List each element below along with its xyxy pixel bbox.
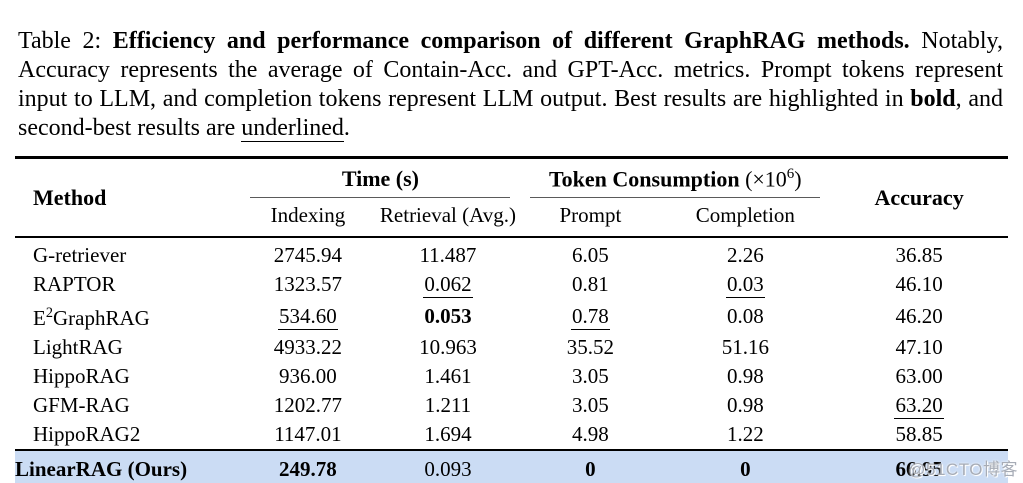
caption-bold-word: bold bbox=[910, 86, 956, 112]
col-header-retrieval: Retrieval (Avg.) bbox=[379, 203, 516, 228]
caption-end: . bbox=[343, 115, 350, 141]
value-cell: 36.85 bbox=[895, 243, 943, 268]
value-cell: 0.81 bbox=[572, 272, 609, 297]
col-group-time: Time (s) bbox=[240, 158, 520, 199]
token-group-exponent: 6 bbox=[786, 166, 795, 182]
table-caption: Table 2: Efficiency and performance comp… bbox=[18, 27, 1003, 143]
value-cell: 0 bbox=[585, 456, 596, 481]
value-cell: 4.98 bbox=[572, 422, 609, 447]
method-cell: G-retriever bbox=[33, 243, 127, 268]
value-cell: 1.461 bbox=[424, 364, 472, 389]
value-cell: 51.16 bbox=[721, 335, 769, 360]
col-header-indexing: Indexing bbox=[270, 203, 346, 228]
value-cell: 936.00 bbox=[279, 364, 337, 389]
value-cell: 1147.01 bbox=[274, 422, 342, 447]
value-cell: 10.963 bbox=[419, 335, 477, 360]
token-group-label: Token Consumption bbox=[549, 166, 740, 192]
table-row: G-retriever 2745.94 11.487 6.05 2.26 36.85 bbox=[15, 237, 1008, 270]
value-cell: 1323.57 bbox=[273, 272, 343, 297]
value-cell: 4933.22 bbox=[273, 335, 343, 360]
method-cell: GFM-RAG bbox=[33, 393, 130, 418]
value-cell: 1.211 bbox=[424, 393, 472, 418]
value-cell: 58.85 bbox=[895, 422, 943, 447]
method-cell: LightRAG bbox=[33, 335, 123, 360]
value-cell: 1202.77 bbox=[273, 393, 343, 418]
header-sub-row: Indexing Retrieval (Avg.) Prompt Complet… bbox=[15, 198, 1008, 237]
method-cell: HippoRAG2 bbox=[33, 422, 141, 447]
value-cell: 63.20 bbox=[894, 393, 944, 420]
value-cell: 2.26 bbox=[726, 243, 764, 268]
table-row: HippoRAG2 1147.01 1.694 4.98 1.22 58.85 bbox=[15, 420, 1008, 450]
table-row: LightRAG 4933.22 10.963 35.52 51.16 47.10 bbox=[15, 333, 1008, 362]
results-table: Method Time (s) Token Consumption (×106)… bbox=[15, 156, 1008, 483]
table-row: GFM-RAG 1202.77 1.211 3.05 0.98 63.20 bbox=[15, 391, 1008, 420]
value-cell: 0.98 bbox=[726, 393, 764, 418]
table-header: Method Time (s) Token Consumption (×106)… bbox=[15, 158, 1008, 238]
caption-mid: , and second-best results are bbox=[18, 86, 1004, 141]
table-row: E2GraphRAG 534.60 0.053 0.78 0.08 46.20 bbox=[15, 299, 1008, 333]
value-cell: 0.98 bbox=[726, 364, 764, 389]
token-group-math-close: ) bbox=[794, 166, 802, 192]
value-cell: 1.22 bbox=[726, 422, 764, 447]
value-cell: 0.093 bbox=[424, 456, 472, 481]
value-cell: 0.08 bbox=[726, 303, 764, 328]
caption-prefix: Table 2: bbox=[18, 28, 113, 54]
table-row: RAPTOR 1323.57 0.062 0.81 0.03 46.10 bbox=[15, 270, 1008, 299]
table-row: HippoRAG 936.00 1.461 3.05 0.98 63.00 bbox=[15, 362, 1008, 391]
value-cell: 3.05 bbox=[572, 393, 609, 418]
caption-body: Notably, Accuracy represents the average… bbox=[18, 28, 1003, 112]
value-cell: 0 bbox=[740, 456, 751, 481]
col-group-token-consumption: Token Consumption (×106) bbox=[520, 158, 830, 199]
method-cell: RAPTOR bbox=[33, 272, 116, 297]
value-cell: 47.10 bbox=[895, 335, 943, 360]
watermark: @51CTO博客 bbox=[908, 460, 1018, 479]
value-cell: 11.487 bbox=[419, 243, 477, 268]
value-cell: 0.03 bbox=[725, 272, 765, 299]
method-cell: HippoRAG bbox=[33, 364, 130, 389]
value-cell: 35.52 bbox=[566, 335, 615, 360]
value-cell: 66.95 bbox=[895, 456, 943, 481]
value-cell: 0.062 bbox=[423, 272, 473, 299]
method-cell: LinearRAG (Ours) bbox=[15, 456, 188, 481]
value-cell: 2745.94 bbox=[273, 243, 343, 268]
col-header-accuracy: Accuracy bbox=[874, 184, 964, 210]
table-body: G-retriever 2745.94 11.487 6.05 2.26 36.85 RAP… bbox=[15, 237, 1008, 483]
header-group-row: Method Time (s) Token Consumption (×106)… bbox=[15, 158, 1008, 210]
value-cell: 46.20 bbox=[895, 303, 943, 328]
col-header-completion: Completion bbox=[695, 203, 795, 228]
caption-bold-title: Efficiency and performance comparison of… bbox=[112, 28, 910, 54]
caption-underlined-word: underlined bbox=[241, 115, 344, 142]
value-cell: 249.78 bbox=[279, 456, 337, 481]
value-cell: 3.05 bbox=[572, 364, 609, 389]
time-group-label: Time (s) bbox=[341, 166, 420, 192]
value-cell: 1.694 bbox=[424, 422, 472, 447]
col-header-prompt: Prompt bbox=[559, 203, 622, 228]
highlight-row: LinearRAG (Ours) 249.78 0.093 0 0 66.95 bbox=[15, 449, 1008, 483]
value-cell: 0.053 bbox=[424, 303, 472, 328]
value-cell: 0.78 bbox=[571, 303, 610, 330]
value-cell: 534.60 bbox=[278, 303, 338, 330]
token-group-math-open: (×10 bbox=[739, 166, 787, 192]
col-header-method: Method bbox=[33, 184, 107, 210]
method-cell: E2GraphRAG bbox=[33, 305, 150, 331]
value-cell: 6.05 bbox=[572, 243, 609, 268]
value-cell: 63.00 bbox=[895, 364, 943, 389]
value-cell: 46.10 bbox=[895, 272, 943, 297]
